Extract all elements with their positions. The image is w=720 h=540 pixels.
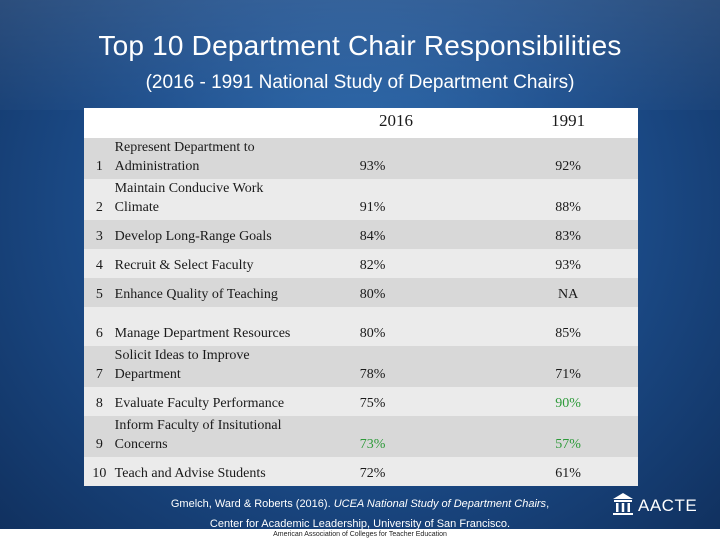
row-number: 3 [84,220,115,249]
organization-name: American Association of Colleges for Tea… [273,531,447,538]
citation-title: UCEA National Study of Department Chairs [333,498,547,510]
row-label: Inform Faculty of Insitutional Concerns [114,416,294,457]
value-1991: 92% [498,138,638,179]
row-label: Recruit & Select Faculty [114,249,294,278]
building-icon [612,492,634,521]
value-1991: 61% [498,457,638,486]
row-label: Evaluate Faculty Performance [114,387,294,416]
slide-subtitle: (2016 - 1991 National Study of Departmen… [145,72,575,93]
value-1991: 88% [498,179,638,220]
row-number: 5 [84,278,115,307]
row-number: 2 [84,179,115,220]
value-1991: 57% [498,416,638,457]
value-1991: 71% [498,346,638,387]
citation-line-2: Center for Academic Leadership, Universi… [209,518,511,530]
citation-comma: , [546,498,550,510]
table-row: 6 Manage Department Resources 80% 85% [84,307,638,346]
row-number: 10 [84,457,115,486]
table-header-row: 2016 1991 [84,108,638,138]
table-row: 7 Solicit Ideas to Improve Department 78… [84,346,638,387]
header-2016: 2016 [293,108,499,138]
table-row: 1 Represent Department to Administration… [84,138,638,179]
row-label: Enhance Quality of Teaching [114,278,294,307]
row-label: Develop Long-Range Goals [114,220,294,249]
logo-text: AACTE [638,496,698,515]
value-1991: 83% [498,220,638,249]
value-2016: 78% [293,346,499,387]
row-number: 7 [84,346,115,387]
organization-bar: American Association of Colleges for Tea… [0,529,720,540]
value-2016: 73% [293,416,499,457]
value-1991: 93% [498,249,638,278]
table-row: 10 Teach and Advise Students 72% 61% [84,457,638,486]
value-2016: 93% [293,138,499,179]
value-2016: 82% [293,249,499,278]
row-label: Maintain Conducive Work Climate [114,179,294,220]
aacte-logo: AACTE [612,488,712,524]
value-2016: 84% [293,220,499,249]
citation-authors: Gmelch, Ward & Roberts (2016). [170,498,331,510]
value-2016: 80% [293,278,499,307]
row-number: 4 [84,249,115,278]
title-banner [0,0,720,110]
table-row: 8 Evaluate Faculty Performance 75% 90% [84,387,638,416]
table-row: 2 Maintain Conducive Work Climate 91% 88… [84,179,638,220]
citation: Gmelch, Ward & Roberts (2016). UCEA Nati… [0,494,720,534]
row-label: Manage Department Resources [114,307,294,346]
table-row: 9 Inform Faculty of Insitutional Concern… [84,416,638,457]
table-row: 3 Develop Long-Range Goals 84% 83% [84,220,638,249]
responsibilities-table: 2016 1991 1 Represent Department to Admi… [84,108,638,486]
value-1991: 90% [498,387,638,416]
row-label: Represent Department to Administration [114,138,294,179]
value-2016: 75% [293,387,499,416]
row-number: 6 [84,307,115,346]
value-1991: NA [498,278,638,307]
row-number: 8 [84,387,115,416]
citation-line-1: Gmelch, Ward & Roberts (2016). UCEA Nati… [0,494,720,514]
header-1991: 1991 [498,108,638,138]
row-label: Teach and Advise Students [114,457,294,486]
row-number: 1 [84,138,115,179]
table-row: 5 Enhance Quality of Teaching 80% NA [84,278,638,307]
value-2016: 80% [293,307,499,346]
table-row: 4 Recruit & Select Faculty 82% 93% [84,249,638,278]
value-2016: 72% [293,457,499,486]
value-1991: 85% [498,307,638,346]
slide-title: Top 10 Department Chair Responsibilities [98,30,622,61]
value-2016: 91% [293,179,499,220]
row-label: Solicit Ideas to Improve Department [114,346,294,387]
row-number: 9 [84,416,115,457]
